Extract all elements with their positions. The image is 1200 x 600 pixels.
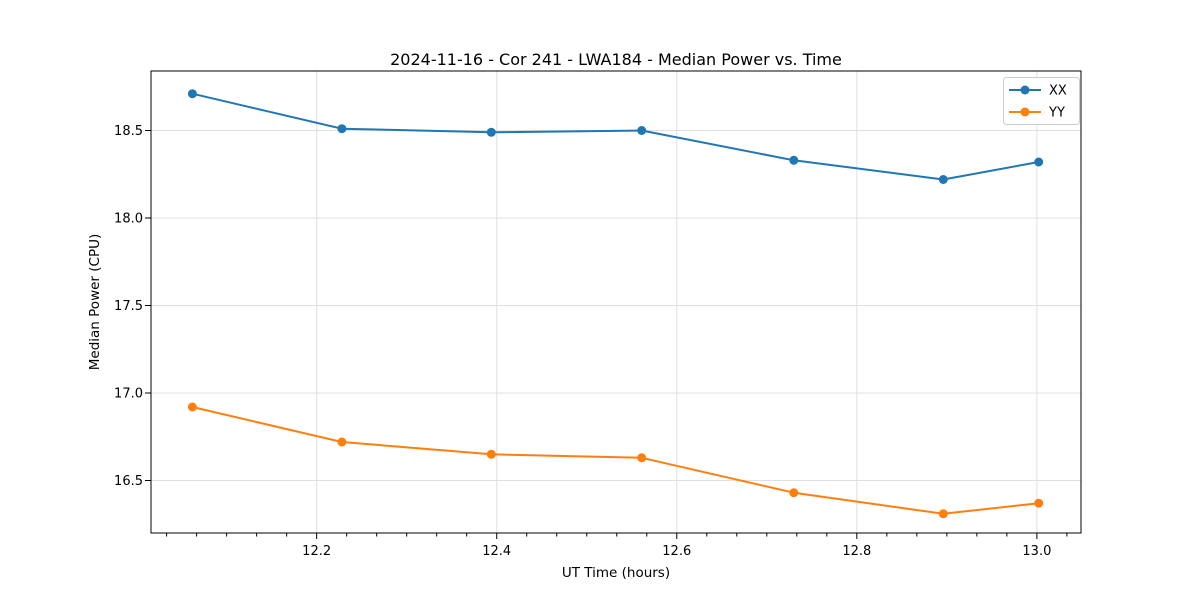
data-point-yy [337,437,347,447]
axes-spines [150,70,1082,534]
data-point-yy [486,449,496,459]
series-line-xx [191,92,1040,181]
legend-box [1003,77,1080,125]
legend: XX YY [1003,77,1080,125]
data-series [187,89,1044,519]
chart-title: 2024-11-16 - Cor 241 - LWA184 - Median P… [390,50,842,69]
data-point-xx [486,127,496,137]
x-tick-label: 13.0 [1022,544,1051,559]
y-tick-label: 18.0 [114,212,143,227]
data-point-xx [187,89,197,99]
x-tick-label: 12.8 [842,544,871,559]
x-tick-label: 12.2 [302,544,331,559]
data-point-yy [938,509,948,519]
y-tick-label: 18.5 [114,124,143,139]
data-point-xx [337,124,347,134]
x-tick-label: 12.6 [662,544,691,559]
gridlines [151,71,1081,533]
data-point-yy [187,402,197,412]
x-tick-label: 12.4 [482,544,511,559]
y-axis-label: Median Power (CPU) [87,234,103,370]
legend-label-yy: YY [1048,106,1065,121]
data-point-xx [789,155,799,165]
y-tick-label: 17.0 [114,387,143,402]
series-line-yy [191,406,1040,515]
data-point-xx [1034,157,1044,167]
y-tick-label: 17.5 [114,299,143,314]
legend-sample-marker-xx [1020,85,1030,95]
data-point-yy [789,488,799,498]
data-point-yy [1034,498,1044,508]
tick-labels: 12.2 12.4 12.6 12.8 13.0 16.5 17.0 17.5 18.0 18.5 [114,124,1051,559]
x-axis-label: UT Time (hours) [562,565,670,581]
data-point-xx [938,175,948,184]
data-point-yy [637,453,647,463]
axes-frame [150,70,1082,534]
data-point-xx [637,126,647,135]
legend-sample-marker-yy [1020,107,1030,117]
legend-label-xx: XX [1049,84,1067,99]
axis-ticks [145,130,1068,539]
y-tick-label: 16.5 [114,474,143,489]
